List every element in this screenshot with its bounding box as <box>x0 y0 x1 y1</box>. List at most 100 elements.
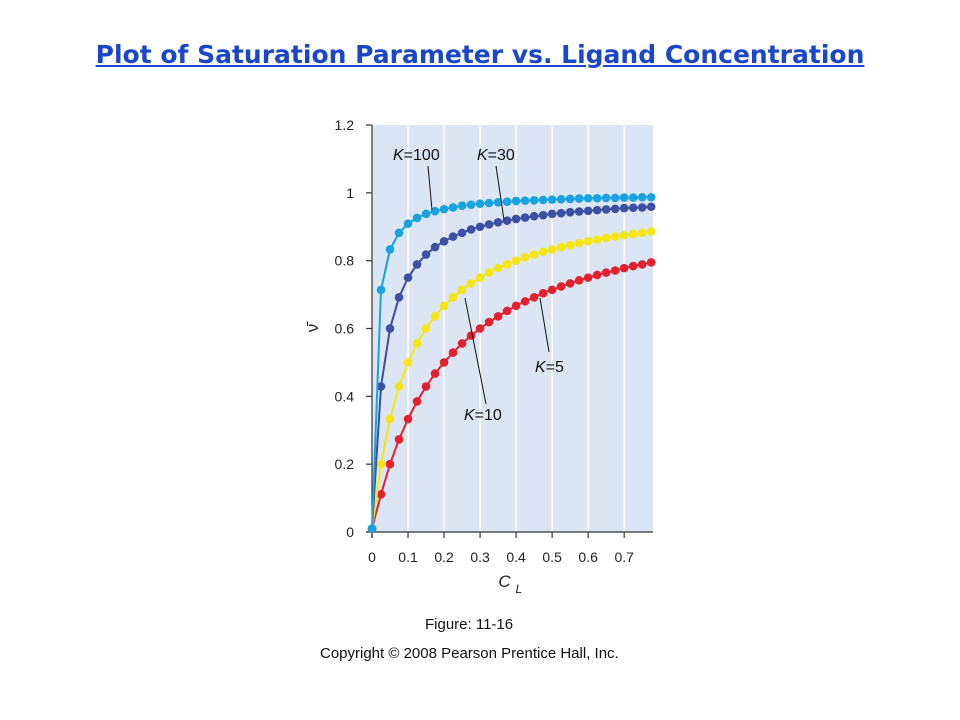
data-point <box>493 198 503 207</box>
data-point <box>565 279 575 288</box>
data-point <box>439 204 449 214</box>
annotation-k-10: K=10 <box>464 297 502 424</box>
data-point <box>484 317 494 327</box>
data-point <box>592 193 602 203</box>
data-point <box>538 210 548 220</box>
data-point <box>403 414 413 424</box>
data-point <box>583 206 593 216</box>
data-point <box>430 206 440 216</box>
data-point <box>403 219 413 228</box>
data-point <box>475 324 485 333</box>
data-point <box>619 203 629 213</box>
data-point <box>448 232 458 241</box>
data-point <box>628 203 638 213</box>
series-100 <box>367 192 656 533</box>
y-tick-label: 0.4 <box>335 388 355 404</box>
x-tick-label: 0.1 <box>398 549 418 565</box>
data-point <box>421 209 431 219</box>
data-point <box>547 245 557 254</box>
annotation-leader <box>464 297 487 405</box>
data-point <box>430 311 440 321</box>
annotation-leader <box>427 165 433 211</box>
data-point <box>430 369 440 378</box>
data-point <box>646 202 656 212</box>
data-point <box>448 348 458 357</box>
data-point <box>457 201 467 211</box>
data-point <box>637 260 647 269</box>
data-point <box>502 260 512 269</box>
data-point <box>628 193 638 202</box>
data-point <box>583 193 593 203</box>
data-point <box>574 238 584 248</box>
data-point <box>385 414 395 424</box>
data-point <box>412 213 422 223</box>
data-point <box>439 301 449 311</box>
data-point <box>547 209 557 219</box>
data-point <box>502 197 512 206</box>
annotation-label: K=30 <box>477 147 515 164</box>
annotation-label: K=100 <box>393 147 440 164</box>
slide-title[interactable]: Plot of Saturation Parameter vs. Ligand … <box>95 40 865 69</box>
annotation-k-100: K=100 <box>393 147 440 211</box>
data-point <box>448 203 458 212</box>
data-point <box>601 205 611 214</box>
data-point <box>466 200 476 210</box>
x-tick-label: 0.4 <box>506 549 526 565</box>
data-point <box>556 242 566 252</box>
data-point <box>592 270 602 280</box>
data-point <box>394 382 404 391</box>
data-point <box>475 199 485 208</box>
data-point <box>520 252 530 262</box>
data-point <box>538 288 548 298</box>
data-point <box>520 213 530 222</box>
annotation-k-30: K=30 <box>477 147 515 221</box>
data-point <box>547 195 557 204</box>
data-point <box>466 331 476 340</box>
data-point <box>475 222 485 232</box>
data-point <box>628 229 638 239</box>
data-point <box>421 324 431 333</box>
data-point <box>520 196 530 205</box>
data-point <box>556 282 566 291</box>
data-point <box>511 214 521 224</box>
figure-caption: Figure: 11-16 <box>425 616 514 633</box>
data-point <box>574 194 584 203</box>
copyright-notice: Copyright © 2008 Pearson Prentice Hall, … <box>320 645 619 662</box>
data-point <box>574 276 584 285</box>
data-point <box>547 285 557 295</box>
data-point <box>565 240 575 250</box>
y-tick-label: 0 <box>346 524 354 540</box>
data-point <box>601 193 611 203</box>
data-point <box>412 397 422 406</box>
data-point <box>601 268 611 277</box>
data-point <box>565 207 575 217</box>
y-tick-label: 0.2 <box>335 456 355 472</box>
x-tick-label: 0.7 <box>614 549 634 565</box>
data-point <box>475 273 485 282</box>
annotation-leader <box>495 165 505 221</box>
data-point <box>421 250 431 259</box>
data-point <box>556 208 566 218</box>
y-axis-label: ν̄ <box>303 321 322 333</box>
data-point <box>619 230 629 240</box>
data-point <box>556 194 566 204</box>
data-point <box>502 216 512 225</box>
data-point <box>403 358 413 367</box>
annotation-k-5: K=5 <box>535 297 564 376</box>
data-point <box>637 228 647 238</box>
data-point <box>484 198 494 208</box>
data-point <box>610 204 620 214</box>
data-point <box>421 382 431 391</box>
data-point <box>646 258 656 267</box>
data-point <box>484 220 494 229</box>
data-point <box>610 193 620 203</box>
y-tick-label: 1 <box>346 185 354 201</box>
x-tick-label: 0.3 <box>470 549 490 565</box>
data-point <box>493 263 503 273</box>
x-axis-label-subscript: L <box>516 582 523 596</box>
data-point <box>610 232 620 241</box>
data-point <box>592 205 602 215</box>
data-point <box>538 247 548 257</box>
data-point <box>394 435 404 444</box>
